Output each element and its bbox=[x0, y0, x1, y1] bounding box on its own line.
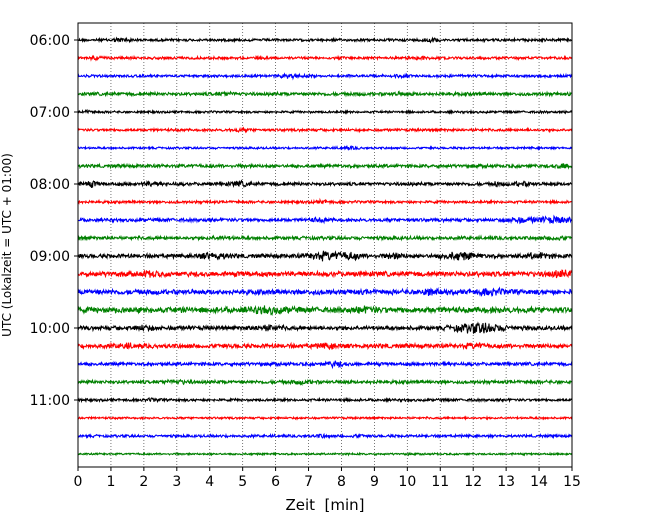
trace-row-1130 bbox=[77, 432, 573, 440]
trace-row-0630 bbox=[77, 72, 573, 81]
x-tick-label: 10 bbox=[398, 474, 416, 490]
trace-row-1015 bbox=[77, 341, 573, 351]
trace-row-1115 bbox=[77, 415, 573, 421]
trace-row-0730 bbox=[77, 144, 573, 151]
trace-row-1045 bbox=[77, 378, 573, 387]
trace-row-1030 bbox=[77, 359, 573, 370]
y-tick-label: 07:00 bbox=[30, 105, 70, 121]
trace-row-0915 bbox=[77, 269, 573, 279]
y-axis-label: UTC (Lokalzeit = UTC + 01:00) bbox=[0, 153, 14, 337]
x-axis-label: Zeit [min] bbox=[285, 496, 364, 514]
x-tick-label: 0 bbox=[74, 474, 83, 490]
trace-row-0845 bbox=[77, 234, 573, 242]
trace-row-0600 bbox=[77, 36, 573, 44]
y-tick-label: 10:00 bbox=[30, 321, 70, 337]
y-tick-label: 09:00 bbox=[30, 249, 70, 265]
x-tick-label: 9 bbox=[370, 474, 379, 490]
x-tick-label: 3 bbox=[172, 474, 181, 490]
x-tick-label: 7 bbox=[304, 474, 313, 490]
trace-row-0945 bbox=[77, 304, 573, 317]
x-tick-label: 15 bbox=[563, 474, 581, 490]
grid-lines bbox=[110, 23, 540, 467]
trace-row-0645 bbox=[77, 90, 573, 98]
y-tick-label: 06:00 bbox=[30, 33, 70, 49]
x-tick-label: 11 bbox=[431, 474, 449, 490]
x-tick-label: 2 bbox=[139, 474, 148, 490]
y-tick-label: 11:00 bbox=[30, 393, 70, 409]
trace-row-0930 bbox=[77, 286, 573, 297]
plot-frame bbox=[77, 22, 573, 468]
trace-row-0900 bbox=[77, 250, 573, 262]
trace-row-1000 bbox=[77, 321, 573, 335]
x-tick-label: 6 bbox=[271, 474, 280, 490]
trace-row-0815 bbox=[77, 197, 573, 206]
x-tick-label: 8 bbox=[337, 474, 346, 490]
x-tick-label: 12 bbox=[464, 474, 482, 490]
trace-row-0830 bbox=[77, 214, 573, 225]
x-tick-label: 13 bbox=[497, 474, 515, 490]
trace-row-0700 bbox=[77, 108, 573, 116]
y-axis: 06:00 07:00 08:00 09:00 10:00 11:00 bbox=[30, 33, 78, 409]
trace-row-0800 bbox=[77, 179, 573, 189]
trace-row-0715 bbox=[77, 126, 573, 134]
x-tick-label: 14 bbox=[530, 474, 548, 490]
x-tick-label: 5 bbox=[238, 474, 247, 490]
x-tick-label: 1 bbox=[106, 474, 115, 490]
trace-row-0745 bbox=[77, 162, 573, 170]
trace-row-1145 bbox=[77, 451, 573, 457]
x-tick-label: 4 bbox=[205, 474, 214, 490]
y-tick-label: 08:00 bbox=[30, 177, 70, 193]
trace-row-0615 bbox=[77, 54, 573, 62]
x-axis: 0 1 2 3 4 5 6 7 8 9 10 11 12 13 14 15 bbox=[74, 467, 581, 490]
seismic-traces bbox=[77, 36, 573, 457]
trace-row-1100 bbox=[77, 396, 573, 404]
